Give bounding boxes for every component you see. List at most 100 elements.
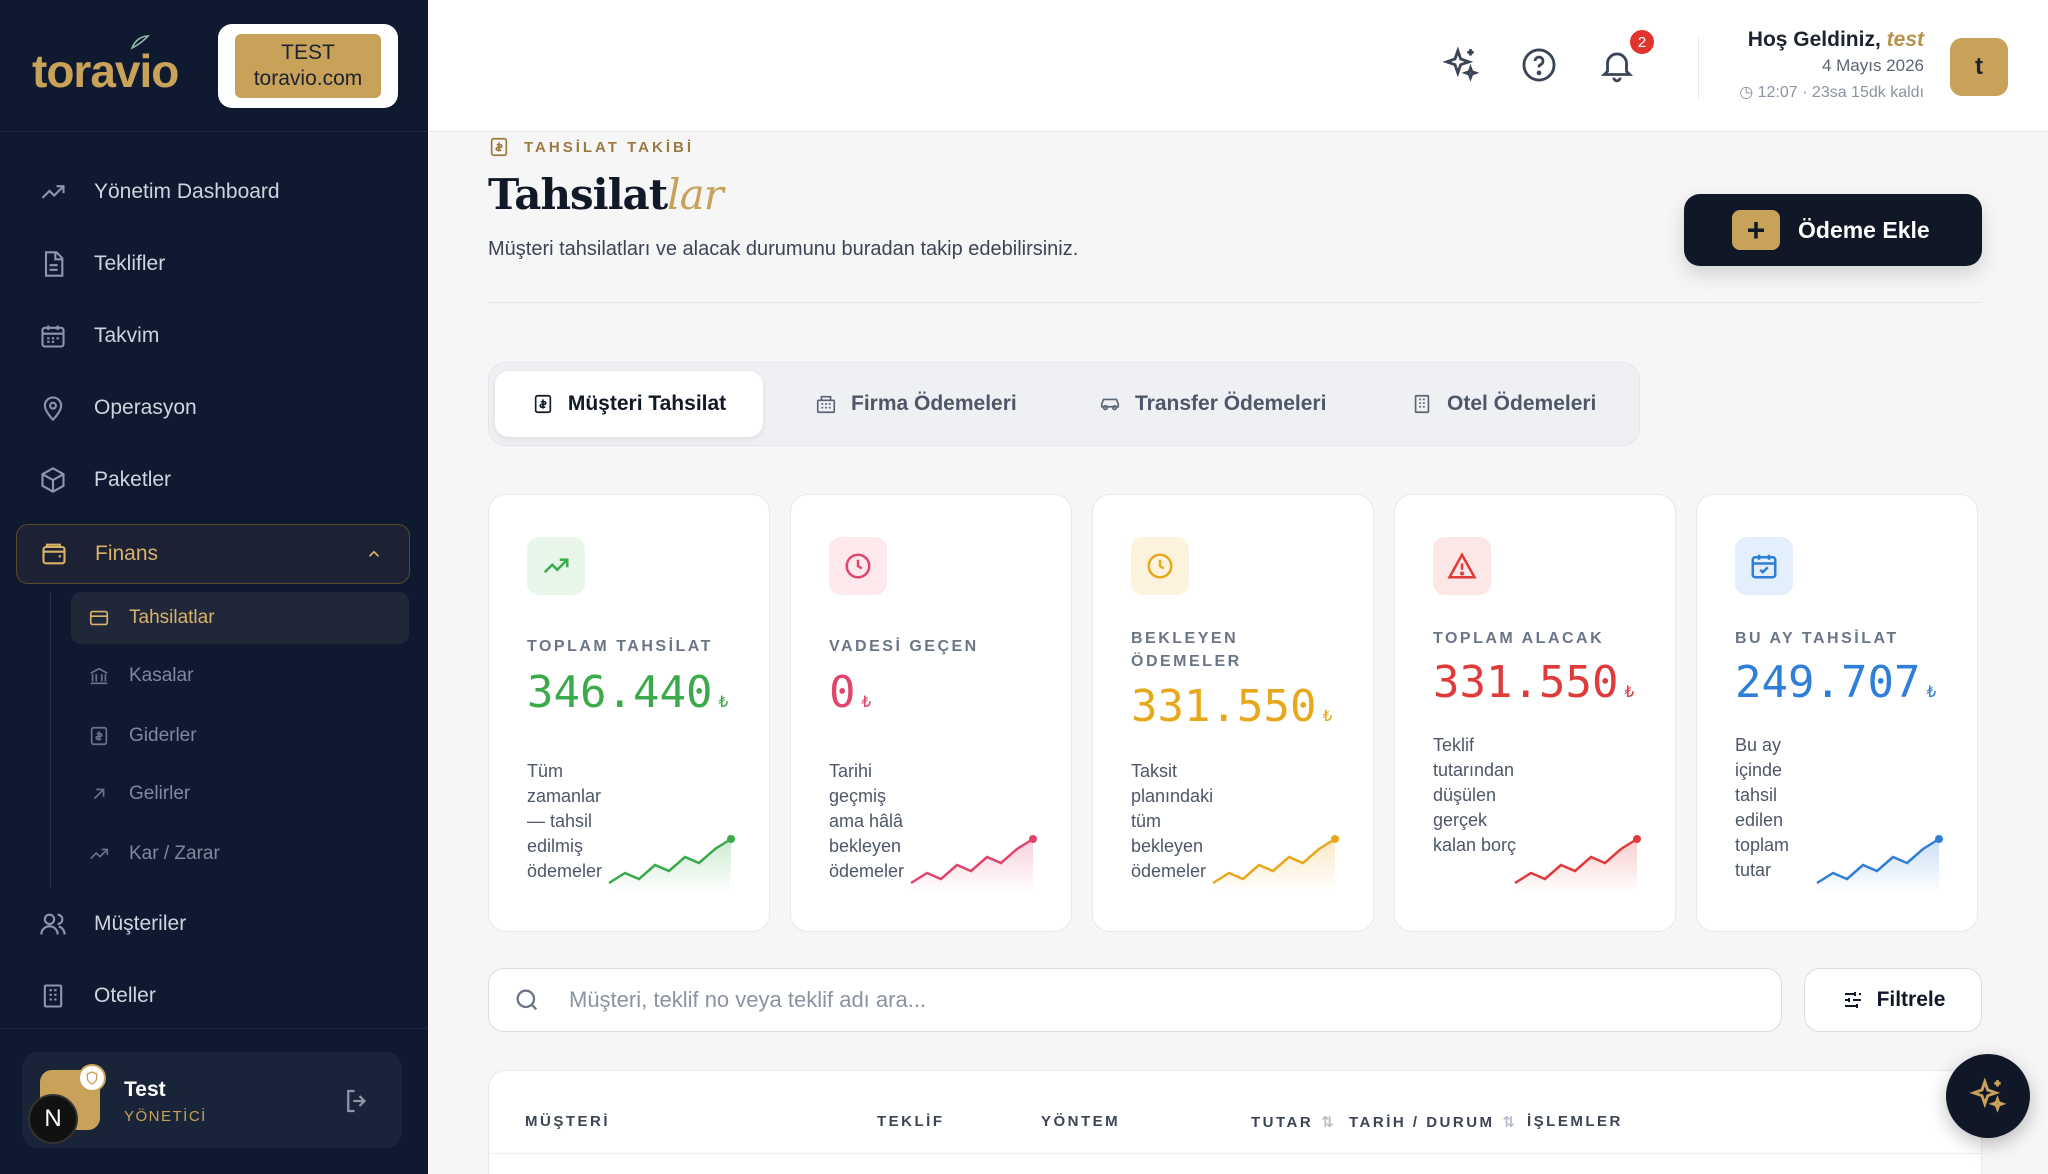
table-header-divider [489, 1153, 1981, 1154]
user-role: YÖNETİCİ [124, 1108, 207, 1125]
stat-card-vadesi-gecen: VADESİ GEÇEN 0 ₺ Tarihi geçmiş ama hâlâ b… [790, 494, 1072, 932]
tab-otel-odemeleri[interactable]: Otel Ödemeleri [1411, 371, 1596, 437]
stat-value: 331.550 ₺ [1131, 681, 1333, 732]
stat-card-bu-ay-tahsilat: BU AY TAHSİLAT 249.707 ₺ Bu ay içinde tah… [1696, 494, 1978, 932]
time-remaining: 12:07 · 23sa 15dk kaldı [1757, 84, 1924, 101]
column-header-tarih-durum[interactable]: TARİH / DURUM ⇅ [1349, 1113, 1516, 1132]
search-icon [516, 989, 538, 1011]
stat-card-toplam-alacak: TOPLAM ALACAK 331.550 ₺ Teklif tutarından… [1394, 494, 1676, 932]
arrow-up-right-icon [87, 782, 111, 806]
welcome-text: Hoş Geldiniz, [1747, 28, 1881, 51]
sidebar-item-paketler[interactable]: Paketler [16, 450, 410, 510]
column-header-musteri[interactable]: MÜŞTERİ [525, 1113, 610, 1130]
add-payment-button[interactable]: + Ödeme Ekle [1684, 194, 1982, 266]
sidebar-item-musteriler[interactable]: Müşteriler [16, 894, 410, 954]
column-header-islemler: İŞLEMLER [1527, 1113, 1623, 1130]
sliders-icon [1844, 992, 1861, 1008]
trend-up-icon [527, 537, 585, 595]
column-header-teklif[interactable]: TEKLİF [877, 1113, 945, 1130]
sort-icon: ⇅ [1321, 1114, 1334, 1131]
stat-card-bekleyen-odemeler: BEKLEYEN ÖDEMELER 331.550 ₺ Taksit planın… [1092, 494, 1374, 932]
sidebar-item-finans[interactable]: Finans [16, 524, 410, 584]
stat-label: BU AY TAHSİLAT [1735, 630, 1899, 647]
ai-assistant-button[interactable] [1946, 1054, 2030, 1138]
sidebar-item-label: Operasyon [94, 396, 197, 419]
stat-description: Tüm zamanlar — tahsil edilmiş ödemeler [527, 761, 603, 881]
stat-label: TOPLAM TAHSİLAT [527, 638, 713, 655]
sidebar-subitem-tahsilatlar[interactable]: Tahsilatlar [71, 592, 409, 644]
stat-value: 249.707 ₺ [1735, 657, 1937, 708]
box-icon [38, 465, 68, 495]
sidebar-divider [0, 1028, 428, 1029]
sidebar-subitem-giderler[interactable]: Giderler [71, 710, 409, 762]
sidebar-item-operasyon[interactable]: Operasyon [16, 378, 410, 438]
sparkline-chart [910, 835, 1037, 893]
sparkle-icon[interactable] [1442, 46, 1482, 86]
sidebar-item-label: Oteller [94, 984, 156, 1007]
sidebar-subitem-kar-zarar[interactable]: Kar / Zarar [71, 828, 409, 880]
user-initial: N [28, 1094, 78, 1144]
sidebar-item-teklifler[interactable]: Teklifler [16, 234, 410, 294]
sparkline-chart [1816, 835, 1943, 893]
sidebar-item-takvim[interactable]: Takvim [16, 306, 410, 366]
environment-badge: TEST toravio.com [218, 24, 398, 108]
stat-card-toplam-tahsilat: TOPLAM TAHSİLAT 346.440 ₺ Tüm zamanlar — … [488, 494, 770, 932]
wallet-icon [39, 539, 69, 569]
shield-icon [78, 1064, 106, 1092]
tab-firma-odemeleri[interactable]: Firma Ödemeleri [815, 371, 1017, 437]
topbar-divider [1698, 38, 1699, 98]
page-eyebrow: TAHSİLAT TAKİBİ [488, 136, 694, 158]
receipt-icon [87, 724, 111, 748]
sparkle-icon [1969, 1077, 2007, 1113]
search-input[interactable] [569, 987, 1669, 1013]
filter-button[interactable]: Filtrele [1804, 968, 1982, 1032]
help-icon[interactable] [1520, 46, 1560, 86]
current-date: 4 Mayıs 2026 [1821, 56, 1924, 75]
payments-table: MÜŞTERİ TEKLİF YÖNTEM TUTAR ⇅ TARİH / DUR… [488, 1070, 1982, 1174]
logout-icon[interactable] [342, 1086, 372, 1116]
topbar: 2 Hoş Geldiniz, test 4 Mayıs 2026 ◷ 12:0… [428, 0, 2048, 132]
stat-label: TOPLAM ALACAK [1433, 630, 1605, 647]
profile-avatar[interactable]: t [1950, 38, 2008, 96]
sidebar-subitem-gelirler[interactable]: Gelirler [71, 768, 409, 820]
sidebar-item-dashboard[interactable]: Yönetim Dashboard [16, 162, 410, 222]
trend-icon [87, 842, 111, 866]
tab-transfer-odemeleri[interactable]: Transfer Ödemeleri [1099, 371, 1326, 437]
sidebar-subitem-label: Gelirler [129, 783, 191, 804]
receipt-icon [534, 394, 552, 414]
map-pin-icon [38, 393, 68, 423]
sidebar-subitem-label: Giderler [129, 725, 197, 746]
bell-icon[interactable] [1598, 46, 1638, 86]
credit-card-icon [87, 606, 111, 630]
receipt-icon [490, 137, 508, 157]
sidebar-subitem-kasalar[interactable]: Kasalar [71, 650, 409, 702]
sidebar: toravio TEST toravio.com Yönetim Dashboa… [0, 0, 428, 1174]
chevron-up-icon[interactable] [365, 545, 383, 563]
sidebar-item-label: Takvim [94, 324, 160, 347]
tab-musteri-tahsilat[interactable]: Müşteri Tahsilat [495, 371, 763, 437]
column-header-tutar[interactable]: TUTAR ⇅ [1251, 1113, 1334, 1132]
user-card[interactable]: N Test YÖNETİCİ [22, 1052, 402, 1148]
building-icon [38, 981, 68, 1011]
sidebar-item-label: Paketler [94, 468, 172, 491]
logo[interactable]: toravio [32, 45, 179, 97]
sidebar-item-oteller[interactable]: Oteller [16, 966, 410, 1026]
sidebar-subitem-label: Kasalar [129, 665, 194, 686]
page-description: Müşteri tahsilatları ve alacak durumunu … [488, 238, 1079, 260]
welcome-block: Hoş Geldiniz, test 4 Mayıs 2026 ◷ 12:07 … [1739, 28, 1924, 102]
clock-icon [829, 537, 887, 595]
clock-icon [1131, 537, 1189, 595]
column-header-yontem[interactable]: YÖNTEM [1041, 1113, 1121, 1130]
user-name: Test [124, 1078, 166, 1101]
document-icon [38, 249, 68, 279]
stat-description: Taksit planındaki tüm bekleyen ödemeler [1131, 761, 1214, 881]
search-bar [488, 968, 1782, 1032]
env-domain: toravio.com [253, 67, 363, 90]
sidebar-item-label: Finans [95, 542, 159, 565]
sidebar-subitem-label: Kar / Zarar [129, 843, 220, 864]
leaf-icon [130, 35, 150, 50]
plus-icon: + [1732, 210, 1780, 250]
sidebar-item-label: Yönetim Dashboard [94, 180, 280, 203]
stat-description: Teklif tutarından düşülen gerçek kalan b… [1433, 735, 1517, 855]
logo-area: toravio TEST toravio.com [0, 0, 428, 132]
